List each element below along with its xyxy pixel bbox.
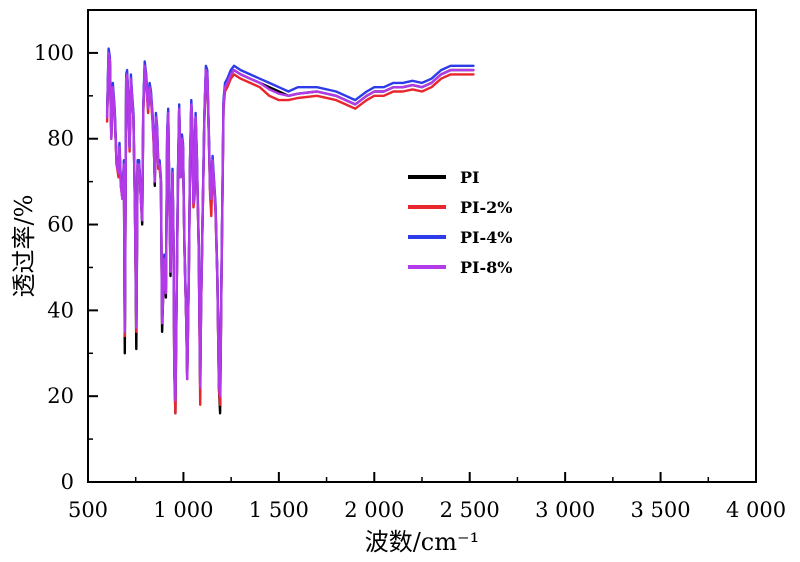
legend-label: PI-4% — [460, 228, 513, 247]
legend: PI PI-2% PI-4% PI-8% — [408, 168, 513, 277]
y-axis-title: 透过率/% — [10, 195, 38, 298]
x-tick-label: 2 500 — [440, 498, 500, 522]
y-tick-label: 60 — [47, 213, 74, 237]
x-tick-label: 2 000 — [344, 498, 404, 522]
x-tick-label: 500 — [68, 498, 108, 522]
y-tick-label: 80 — [47, 127, 74, 151]
legend-label: PI-2% — [460, 198, 513, 217]
y-tick-label: 100 — [34, 41, 74, 65]
series-line-pi-8 — [105, 51, 475, 402]
x-tick-label: 4 000 — [726, 498, 786, 522]
axis-ticks — [87, 51, 757, 483]
y-tick-label: 0 — [61, 470, 74, 494]
x-tick-label: 3 000 — [535, 498, 595, 522]
axis-tick-labels: 500 1 000 1 500 2 000 2 500 3 000 3 500 4 000 0 2… — [34, 41, 786, 522]
x-tick-label: 3 500 — [631, 498, 691, 522]
y-tick-label: 20 — [47, 384, 74, 408]
x-tick-label: 1 000 — [153, 498, 213, 522]
legend-label: PI-8% — [460, 258, 513, 277]
series-lines — [105, 47, 475, 415]
y-tick-label: 40 — [47, 298, 74, 322]
x-tick-label: 1 500 — [249, 498, 309, 522]
x-axis-title: 波数/cm⁻¹ — [365, 528, 480, 556]
legend-label: PI — [460, 168, 480, 187]
